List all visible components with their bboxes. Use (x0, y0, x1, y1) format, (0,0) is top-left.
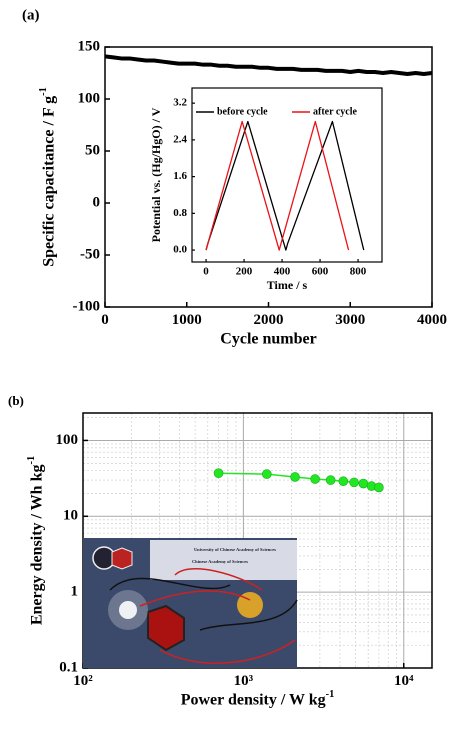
y-tick-label: -100 (73, 298, 101, 314)
photo-text: University of Chinese Academy of Science… (194, 547, 276, 552)
photo-led (119, 601, 137, 619)
y-tick-label: 10 (63, 508, 78, 524)
y-tick-label: 0.0 (173, 244, 187, 256)
x-tick-label: 10⁴ (394, 673, 414, 689)
x-tick-label: 1000 (172, 312, 202, 328)
data-point (262, 469, 272, 479)
photo-device (147, 604, 185, 652)
plot-frame (191, 87, 383, 263)
y-axis-label-superscript: -1 (38, 87, 49, 96)
y-tick-label: 1 (71, 584, 79, 600)
y-tick-label: 2.4 (173, 133, 187, 145)
data-line (104, 54, 433, 77)
data-line (205, 120, 350, 251)
y-tick-label: 0.8 (173, 207, 187, 219)
panel-label: (a) (22, 7, 40, 23)
y-axis-label-superscript: -1 (26, 456, 37, 465)
photo-logo (111, 547, 133, 570)
y-tick-label: 0.1 (59, 659, 78, 675)
plot-area (192, 88, 382, 262)
y-tick-label: -50 (80, 246, 100, 262)
x-tick-label: 0 (101, 312, 109, 328)
x-tick-label: 4000 (417, 312, 447, 328)
data-point (349, 477, 359, 488)
data-point (374, 482, 384, 493)
y-tick-label: 100 (56, 432, 79, 448)
y-tick-label: 100 (78, 90, 101, 106)
data-point (290, 472, 300, 482)
x-axis-label: Time / s (267, 278, 308, 292)
x-tick-label: 2000 (254, 312, 284, 328)
x-tick-label: 0 (203, 265, 209, 277)
x-axis-label: Cycle number (220, 331, 316, 348)
x-tick-label: 200 (236, 265, 253, 277)
x-axis-label: Power density / W kg-1 (181, 689, 335, 708)
data-point (310, 474, 320, 484)
y-axis-label: Potential vs. (Hg/HgO) / V (149, 107, 163, 242)
y-tick-label: 3.2 (173, 97, 187, 109)
photo-wire (109, 577, 298, 631)
data-point (213, 468, 224, 478)
x-tick-label: 10² (73, 673, 93, 689)
x-tick-label: 600 (312, 265, 329, 277)
data-point (338, 476, 349, 487)
y-tick-label: 0 (93, 194, 101, 210)
y-axis-label: Specific capacitance / F g-1 (38, 87, 57, 267)
photo-text: Chinese Academy of Sciences (192, 559, 248, 564)
x-tick-label: 400 (274, 265, 291, 277)
photo-cell (237, 592, 263, 618)
y-axis-label: Energy density / Wh kg-1 (26, 456, 45, 625)
photo-wire (139, 568, 296, 664)
y-tick-label: 1.6 (173, 170, 187, 182)
y-tick-label: 150 (78, 38, 101, 54)
photo: University of Chinese Academy of Science… (83, 538, 298, 668)
data-point (325, 475, 336, 485)
photo-led-glow (108, 590, 148, 630)
legend-label: before cycle (217, 106, 268, 117)
x-axis-label-superscript: -1 (326, 689, 335, 700)
legend-label: after cycle (313, 106, 358, 117)
y-tick-label: 50 (85, 142, 100, 158)
data-point (358, 478, 369, 489)
panel-label: (b) (8, 393, 24, 408)
x-tick-label: 800 (350, 265, 367, 277)
x-tick-label: 3000 (335, 312, 365, 328)
x-tick-label: 10³ (234, 673, 254, 689)
